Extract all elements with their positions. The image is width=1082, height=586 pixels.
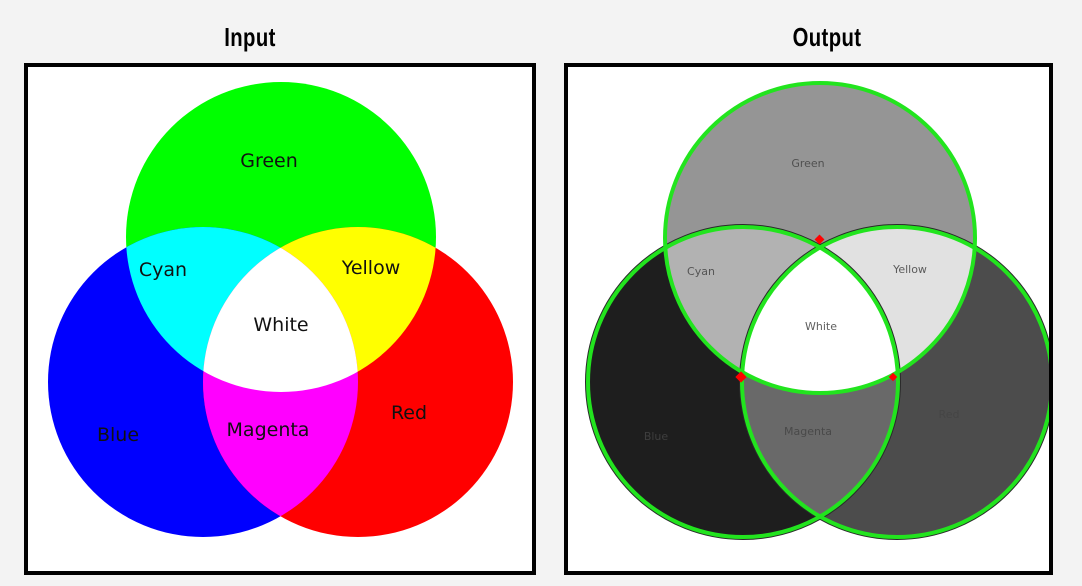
label-magenta: Magenta xyxy=(227,419,310,441)
label-blue: Blue xyxy=(97,424,139,446)
label-white: White xyxy=(253,314,308,336)
label-green: Green xyxy=(240,150,298,172)
input-title: Input xyxy=(172,22,328,53)
out-label-blue: Blue xyxy=(644,430,669,443)
label-yellow: Yellow xyxy=(341,257,401,279)
output-panel: Green Cyan Yellow White Blue Magenta Red xyxy=(564,63,1053,575)
out-label-cyan: Cyan xyxy=(687,265,715,278)
out-label-white: White xyxy=(805,320,837,333)
out-label-green: Green xyxy=(791,157,824,170)
output-venn-diagram: Green Cyan Yellow White Blue Magenta Red xyxy=(568,67,1049,571)
label-red: Red xyxy=(391,402,427,424)
label-cyan: Cyan xyxy=(139,259,187,281)
out-label-yellow: Yellow xyxy=(892,263,927,276)
output-title: Output xyxy=(749,22,905,53)
out-label-red: Red xyxy=(939,408,960,421)
input-venn-diagram: Green Cyan Yellow White Blue Magenta Red xyxy=(28,67,532,571)
input-panel: Green Cyan Yellow White Blue Magenta Red xyxy=(24,63,536,575)
out-label-magenta: Magenta xyxy=(784,425,832,438)
